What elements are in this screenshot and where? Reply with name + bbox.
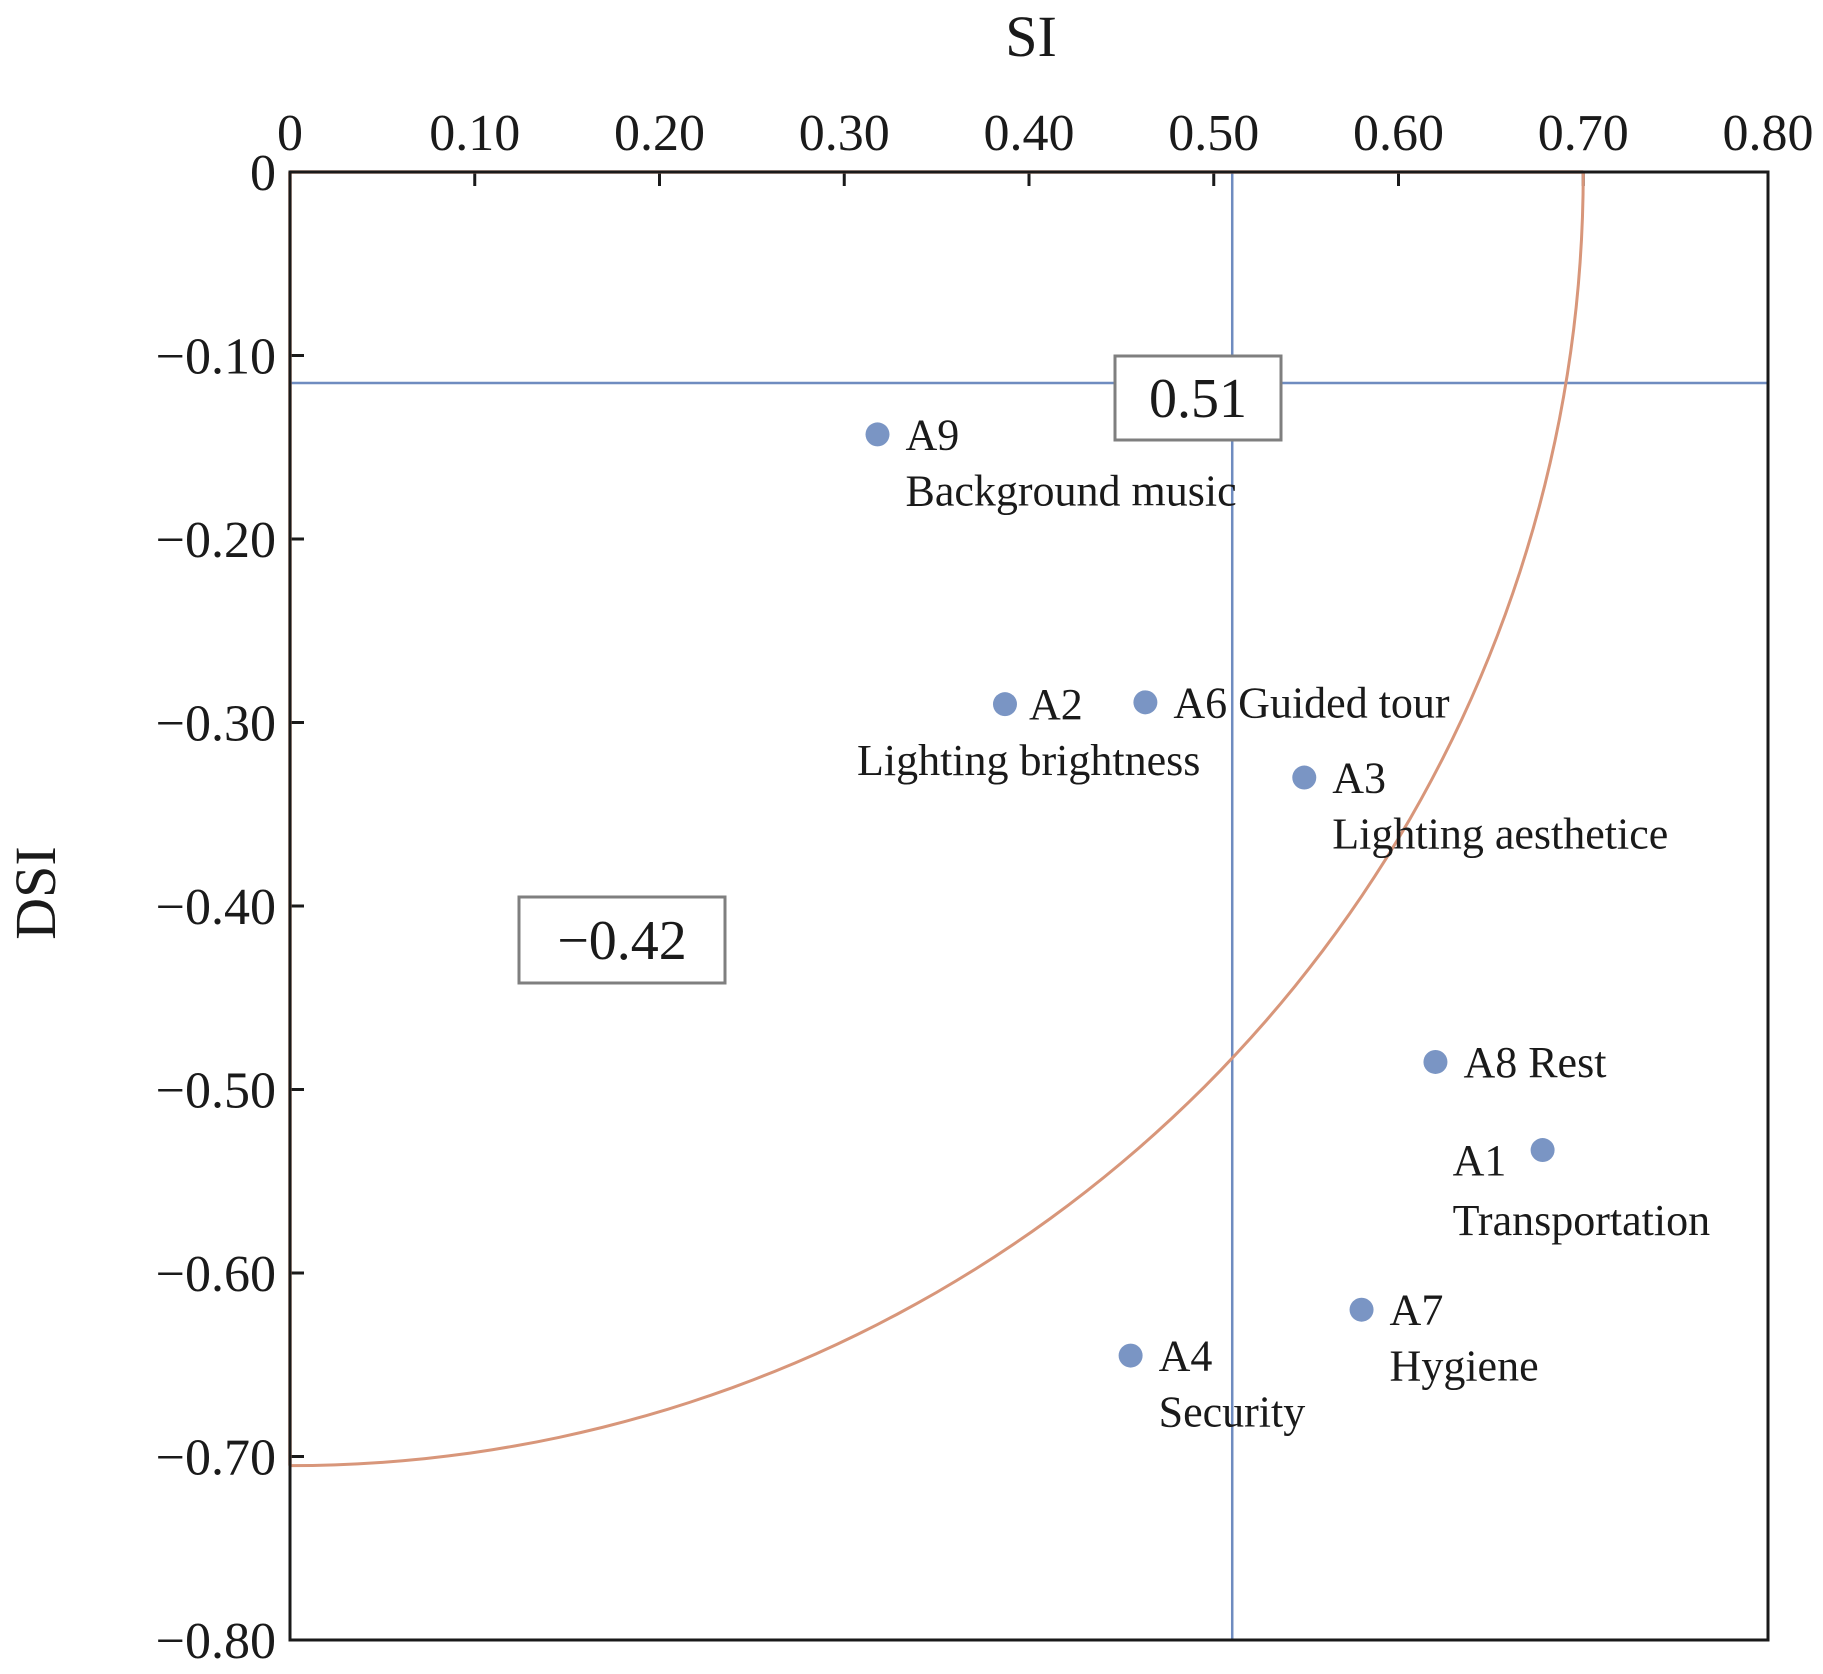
y-tick-label: −0.20 — [156, 512, 276, 569]
x-tick-label: 0.30 — [799, 105, 890, 162]
reference-value-boxes: 0.51 −0.42 — [517, 354, 1283, 985]
point-name-a4: Security — [1159, 1388, 1306, 1437]
y-axis-ticks: 0 −0.10 −0.20 −0.30 −0.40 −0.50 −0.60 −0.70 −0.8… — [156, 145, 304, 1670]
point-id-a9: A9 — [906, 410, 960, 459]
point-name-a9: Background music — [906, 466, 1237, 515]
point-label-a6: A6 Guided tour — [1173, 678, 1450, 727]
x-tick-label: 0.60 — [1353, 105, 1444, 162]
threshold-curve — [289, 171, 1585, 1468]
dsi-threshold-label-text: −0.42 — [557, 910, 687, 972]
data-point-a8 — [1423, 1049, 1448, 1074]
point-id-a3: A3 — [1332, 754, 1386, 803]
y-tick-label: −0.80 — [156, 1613, 276, 1670]
x-tick-label: 0.10 — [429, 105, 520, 162]
dsi-threshold-label-box — [517, 895, 727, 985]
x-tick-label: 0.20 — [614, 105, 705, 162]
y-tick-label: 0 — [250, 145, 276, 202]
point-name-a7: Hygiene — [1390, 1342, 1539, 1391]
y-tick-label: −0.50 — [156, 1063, 276, 1120]
point-id-a4: A4 — [1159, 1332, 1213, 1381]
point-name-a2: Lighting brightness — [857, 736, 1200, 785]
data-point-a9 — [865, 422, 890, 447]
y-tick-label: −0.30 — [156, 696, 276, 753]
plot-frame — [288, 170, 1770, 1642]
data-point-a6 — [1133, 690, 1158, 715]
y-tick-label: −0.40 — [156, 879, 276, 936]
point-id-a2: A2 — [1029, 680, 1083, 729]
x-tick-label: 0 — [277, 105, 303, 162]
x-tick-label: 0.70 — [1538, 105, 1629, 162]
y-tick-label: −0.70 — [156, 1430, 276, 1487]
si-threshold-label-text: 0.51 — [1149, 368, 1247, 430]
x-tick-label: 0.40 — [984, 105, 1075, 162]
y-tick-label: −0.10 — [156, 329, 276, 386]
y-axis-title: DSI — [3, 846, 68, 939]
y-tick-label: −0.60 — [156, 1246, 276, 1303]
data-point-a1 — [1530, 1138, 1555, 1163]
data-points: A9 Background music A2 Lighting brightness A… — [857, 410, 1710, 1436]
si-threshold-label-box — [1113, 354, 1283, 442]
point-name-a3: Lighting aesthetice — [1332, 810, 1668, 859]
point-name-a1: Transportation — [1453, 1196, 1711, 1245]
x-tick-label: 0.80 — [1723, 105, 1814, 162]
data-point-a3 — [1292, 765, 1317, 790]
point-label-a8: A8 Rest — [1463, 1038, 1606, 1087]
data-point-a7 — [1349, 1297, 1374, 1322]
point-id-a7: A7 — [1390, 1286, 1444, 1335]
x-tick-label: 0.50 — [1168, 105, 1259, 162]
reference-lines — [290, 172, 1768, 1640]
data-point-a4 — [1118, 1343, 1143, 1368]
x-axis-title: SI — [1005, 4, 1057, 69]
x-axis-ticks: 0 0.10 0.20 0.30 0.40 0.50 0.60 0.70 0.80 — [277, 105, 1814, 186]
point-id-a1: A1 — [1453, 1136, 1507, 1185]
data-point-a2 — [992, 692, 1017, 717]
